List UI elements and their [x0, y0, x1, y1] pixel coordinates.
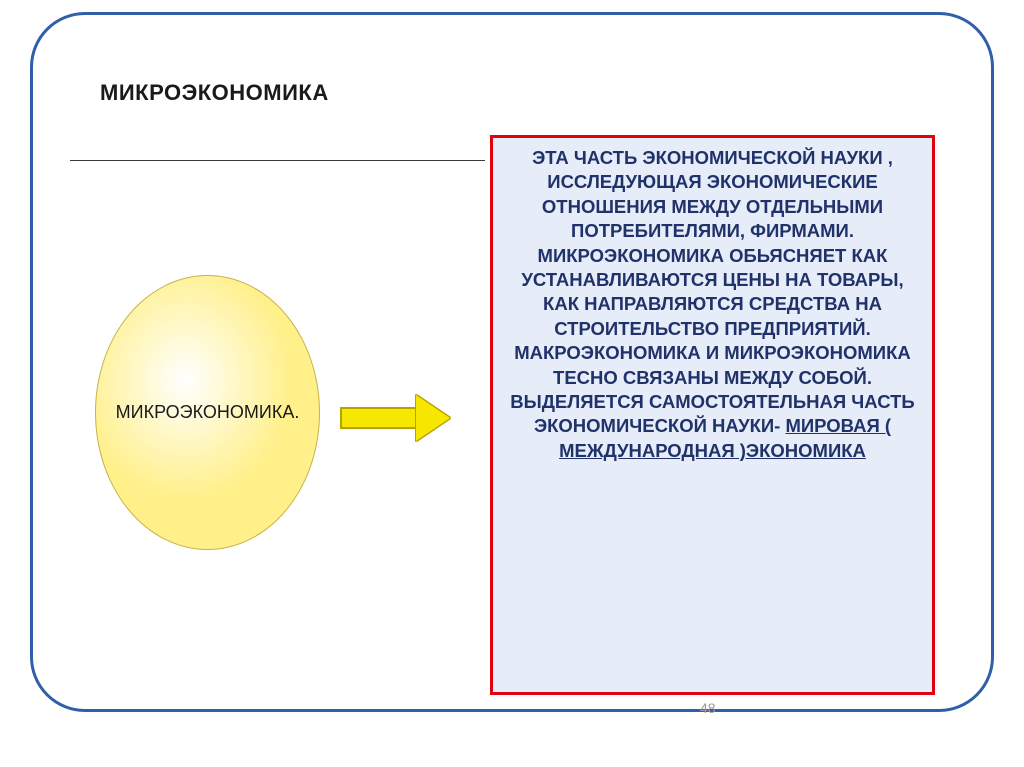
- slide-title: МИКРОЭКОНОМИКА: [100, 80, 329, 106]
- definition-text: ЭТА ЧАСТЬ ЭКОНОМИЧЕСКОЙ НАУКИ , ИССЛЕДУЮ…: [509, 146, 916, 463]
- slide: МИКРОЭКОНОМИКА МИКРОЭКОНОМИКА. ЭТА ЧАСТЬ…: [0, 0, 1024, 767]
- title-underline-rule: [70, 160, 485, 161]
- definition-box: ЭТА ЧАСТЬ ЭКОНОМИЧЕСКОЙ НАУКИ , ИССЛЕДУЮ…: [490, 135, 935, 695]
- page-number: 48: [700, 700, 716, 716]
- arrow-icon: [340, 395, 450, 441]
- arrow-shaft: [340, 407, 418, 429]
- concept-ellipse: МИКРОЭКОНОМИКА.: [95, 275, 320, 550]
- definition-body: ЭТА ЧАСТЬ ЭКОНОМИЧЕСКОЙ НАУКИ , ИССЛЕДУЮ…: [510, 147, 914, 436]
- arrow-head: [416, 395, 450, 441]
- concept-ellipse-label: МИКРОЭКОНОМИКА.: [116, 401, 300, 424]
